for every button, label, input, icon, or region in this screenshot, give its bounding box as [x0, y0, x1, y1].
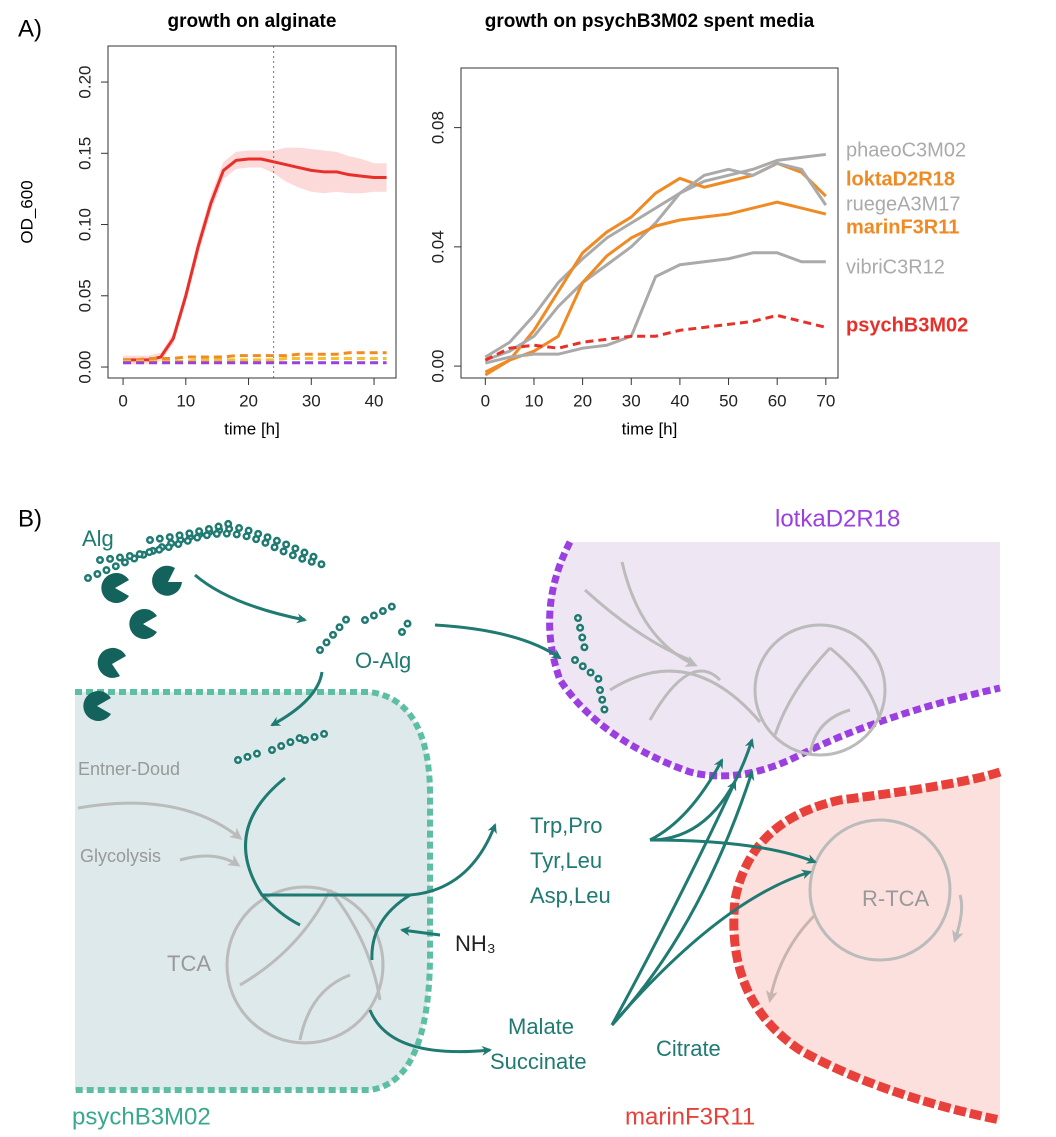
- chart-title: growth on psychB3M02 spent media: [485, 11, 815, 32]
- chart: growth on alginate time [h] OD_600 0 10 20 30 4…: [17, 11, 396, 438]
- x-tick-label: 20: [239, 391, 258, 410]
- y-tick-label: 0.20: [75, 66, 94, 99]
- x-tick-label: 0: [481, 391, 490, 410]
- label: Malate: [508, 1014, 574, 1039]
- series-line: [485, 163, 826, 375]
- label: NH₃: [455, 931, 496, 956]
- label: R-TCA: [862, 886, 930, 911]
- y-tick-label: 0.00: [75, 350, 94, 383]
- x-tick-label: 10: [525, 391, 544, 410]
- y-tick-label: 0.00: [428, 350, 447, 383]
- x-tick-label: 40: [670, 391, 689, 410]
- chart-title: growth on alginate: [168, 11, 337, 32]
- cell-body: [75, 692, 430, 1090]
- label: Tyr,Leu: [530, 848, 602, 873]
- panel-label: A): [18, 15, 42, 42]
- cell-body: [734, 772, 1000, 1120]
- label: Trp,Pro: [530, 813, 603, 838]
- label: Entner-Doud: [78, 759, 180, 779]
- y-tick-label: 0.08: [428, 111, 447, 144]
- y-axis-label: OD_600: [17, 180, 36, 243]
- plot-frame: [108, 46, 396, 378]
- panel-label: B): [18, 505, 42, 532]
- x-tick-label: 40: [365, 391, 384, 410]
- x-tick-label: 30: [302, 391, 321, 410]
- label: Succinate: [490, 1049, 587, 1074]
- x-tick-label: 10: [176, 391, 195, 410]
- y-tick-label: 0.04: [428, 230, 447, 263]
- x-axis-label: time [h]: [224, 419, 280, 438]
- diagram: Alg O-Alg Entner-Doud Glycolysis TCA R-T…: [72, 505, 1000, 1130]
- legend-label: ruegeA3M17: [846, 193, 961, 215]
- y-tick-label: 0.15: [75, 137, 94, 170]
- x-tick-label: 20: [573, 391, 592, 410]
- legend-label: marinF3R11: [846, 216, 959, 238]
- label: Asp,Leu: [530, 883, 611, 908]
- label: Alg: [82, 526, 114, 551]
- figure: A) B): [0, 0, 1056, 1137]
- legend-label: phaeoC3M02: [846, 139, 966, 161]
- cell-label: lotkaD2R18: [775, 505, 900, 532]
- legend-label: psychB3M02: [846, 314, 968, 336]
- x-tick-label: 0: [118, 391, 127, 410]
- y-tick-label: 0.05: [75, 279, 94, 312]
- x-tick-label: 70: [816, 391, 835, 410]
- label: O-Alg: [355, 648, 411, 673]
- chart: growth on psychB3M02 spent media time [h]…: [428, 11, 968, 438]
- cell-body: [550, 542, 1000, 776]
- cell-label: psychB3M02: [72, 1103, 211, 1130]
- label: Citrate: [656, 1036, 721, 1061]
- x-axis-label: time [h]: [622, 419, 678, 438]
- legend-label: vibriC3R12: [846, 256, 945, 278]
- x-tick-label: 30: [622, 391, 641, 410]
- x-tick-label: 60: [768, 391, 787, 410]
- cell-label: marinF3R11: [625, 1103, 755, 1130]
- legend-label: loktaD2R18: [846, 168, 955, 190]
- label: TCA: [167, 951, 211, 976]
- label: Glycolysis: [80, 846, 161, 866]
- x-tick-label: 50: [719, 391, 738, 410]
- error-band: [123, 148, 387, 365]
- y-tick-label: 0.10: [75, 208, 94, 241]
